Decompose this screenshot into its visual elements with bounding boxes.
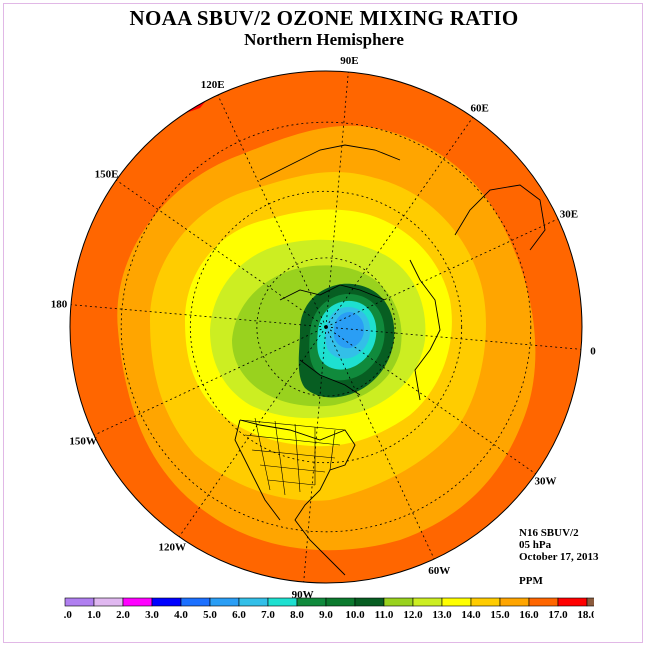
us-state-grid <box>239 417 346 496</box>
colorbar-label: 10.0 <box>345 609 365 621</box>
colorbar-label: 11.0 <box>375 609 394 621</box>
colorbar-label: 8.0 <box>290 609 304 621</box>
latitude-circle <box>256 257 396 397</box>
colorbar-swatch <box>557 597 588 607</box>
colorbar-swatch <box>151 597 182 607</box>
map-subtitle: Northern Hemisphere <box>244 30 404 49</box>
colorbar-swatch <box>441 597 472 607</box>
colorbar-swatch <box>180 597 211 607</box>
colorbar-label: 17.0 <box>548 609 568 621</box>
colorbar-label: 2.0 <box>116 609 130 621</box>
colorbar-swatch <box>122 597 153 607</box>
longitude-label: 150E <box>95 168 119 180</box>
colorbar-swatch <box>238 597 269 607</box>
colorbar-label: 16.0 <box>519 609 539 621</box>
map-title: NOAA SBUV/2 OZONE MIXING RATIO <box>129 6 519 30</box>
figure-frame <box>3 3 643 643</box>
colorbar-label: 0.0 <box>64 609 72 621</box>
graticule <box>70 71 582 583</box>
instrument-label: N16 SBUV/2 <box>519 527 579 539</box>
colorbar-label: 1.0 <box>87 609 101 621</box>
longitude-label: 120E <box>201 79 225 91</box>
colorbar-labels: 0.0 1.0 2.0 3.0 4.0 5.0 6.0 7.0 8.0 9.0 10.0 11.0 12… <box>64 609 594 621</box>
longitude-label: 60E <box>471 103 489 115</box>
contour-5-6 <box>334 312 364 349</box>
colorbar-label: 9.0 <box>319 609 333 621</box>
colorbar-swatches <box>64 597 594 607</box>
colorbar-swatch <box>586 597 594 607</box>
longitude-label: 120W <box>159 542 187 554</box>
longitude-label: 30E <box>560 209 578 221</box>
longitude-label: 0 <box>590 345 596 357</box>
colorbar-label: 7.0 <box>261 609 275 621</box>
longitude-label: 60W <box>428 565 450 577</box>
colorbar-label: 12.0 <box>403 609 423 621</box>
latitude-circle <box>120 121 532 533</box>
longitude-label: 90E <box>340 55 358 67</box>
latitude-circle <box>189 190 463 464</box>
colorbar-swatch <box>296 597 327 607</box>
colorbar-swatch <box>528 597 559 607</box>
colorbar-swatch <box>267 597 298 607</box>
colorbar-label: 15.0 <box>490 609 510 621</box>
colorbar-swatch <box>93 597 124 607</box>
colorbar-label: 18.0 <box>577 609 594 621</box>
longitude-label: 150W <box>69 435 97 447</box>
longitude-label: 180 <box>51 299 68 311</box>
colorbar-label: 3.0 <box>145 609 159 621</box>
longitude-label: 30W <box>535 476 557 488</box>
units-label: PPM <box>519 575 543 587</box>
colorbar-label: 4.0 <box>174 609 188 621</box>
level-label: 05 hPa <box>519 539 552 551</box>
colorbar-swatch <box>209 597 240 607</box>
colorbar-swatch <box>383 597 414 607</box>
colorbar-label: 13.0 <box>432 609 452 621</box>
colorbar-label: 5.0 <box>203 609 217 621</box>
colorbar-swatch <box>64 597 95 607</box>
colorbar-swatch <box>470 597 501 607</box>
colorbar-swatch <box>499 597 530 607</box>
colorbar-swatch <box>325 597 356 607</box>
date-label: October 17, 2013 <box>519 551 599 563</box>
colorbar-label: 14.0 <box>461 609 481 621</box>
colorbar-swatch <box>412 597 443 607</box>
map-boundary <box>69 70 583 584</box>
colorbar: 0.0 1.0 2.0 3.0 4.0 5.0 6.0 7.0 8.0 9.0 10.0 11.0 12… <box>64 597 594 621</box>
colorbar-swatch <box>354 597 385 607</box>
colorbar-label: 6.0 <box>232 609 246 621</box>
